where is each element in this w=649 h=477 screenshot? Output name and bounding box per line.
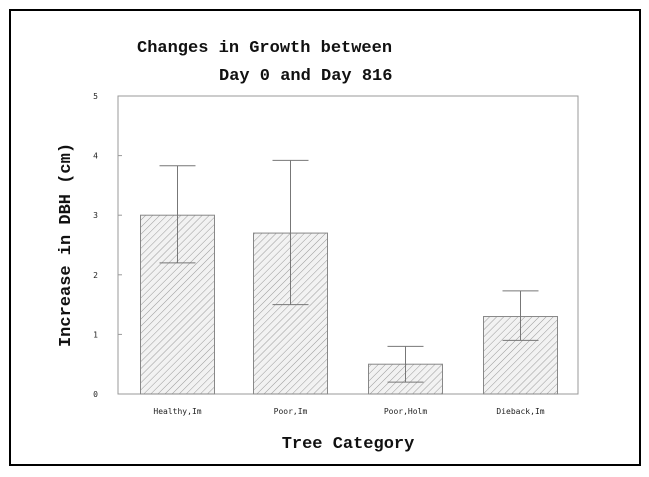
y-axis-label: Increase in DBH (cm) bbox=[57, 143, 76, 347]
y-axis-ticks: 0 1 2 3 4 5 bbox=[93, 92, 122, 399]
y-tick-label: 1 bbox=[93, 330, 98, 339]
y-tick-label: 0 bbox=[93, 390, 98, 399]
plot-area bbox=[117, 95, 579, 395]
category-label: Poor,Im bbox=[274, 407, 308, 416]
chart-title-line-2: Day 0 and Day 816 bbox=[219, 67, 392, 86]
y-tick-label: 4 bbox=[93, 152, 98, 161]
y-tick-label: 5 bbox=[93, 92, 98, 101]
category-labels-group: Healthy,Im Poor,Im Poor,Holm Dieback,Im bbox=[153, 407, 544, 416]
error-bars-group bbox=[159, 159, 539, 383]
x-axis-label: Tree Category bbox=[282, 435, 415, 454]
y-tick-label: 2 bbox=[93, 271, 98, 280]
category-label: Poor,Holm bbox=[384, 407, 428, 416]
category-label: Dieback,Im bbox=[496, 407, 544, 416]
category-label: Healthy,Im bbox=[153, 407, 201, 416]
y-tick-label: 3 bbox=[93, 211, 98, 220]
chart-title-line-1: Changes in Growth between bbox=[137, 39, 392, 58]
